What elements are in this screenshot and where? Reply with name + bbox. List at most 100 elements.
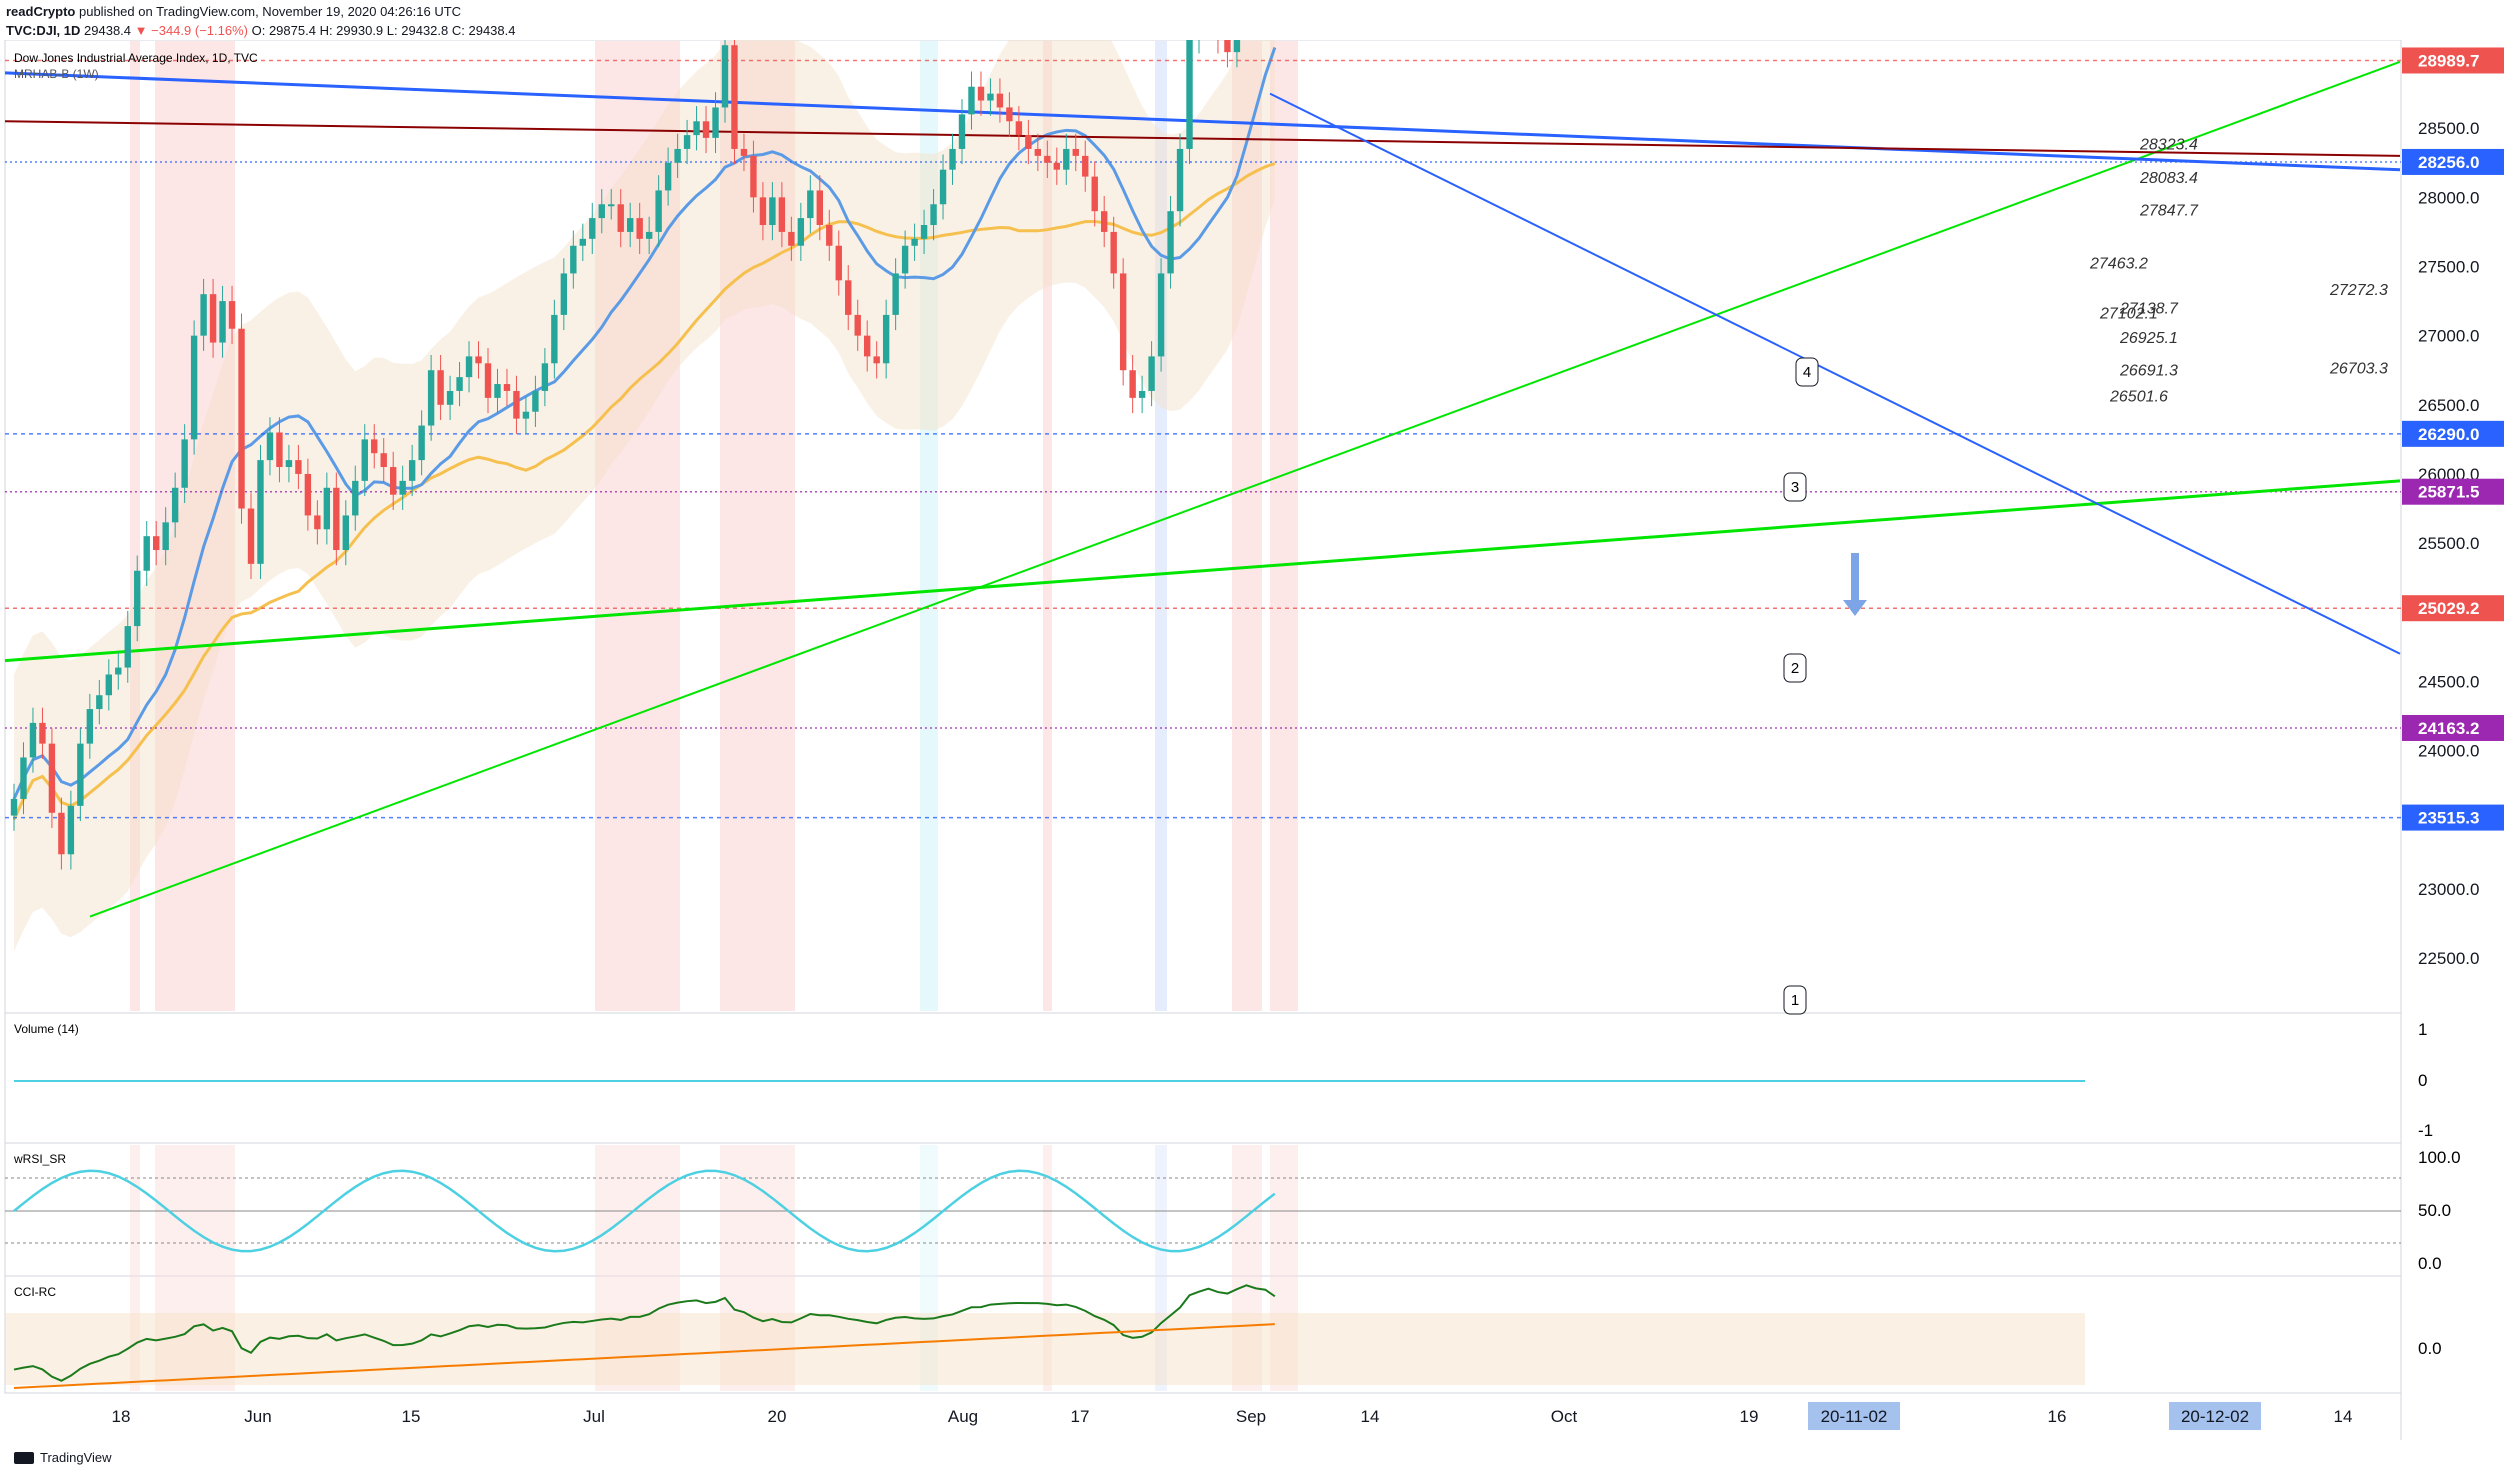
x-tick-14: 14 — [2334, 1407, 2353, 1426]
published-info: published on TradingView.com, November 1… — [78, 4, 462, 19]
time-axis[interactable]: 18 Jun 15 Jul 20 Aug 17 Sep 14 Oct 19 20-11-02 16 20-… — [112, 1402, 2353, 1430]
candle-body-72 — [693, 121, 700, 136]
candle-body-57 — [551, 314, 558, 364]
candle-body-27 — [266, 432, 274, 461]
tradingview-logo-icon — [14, 1451, 34, 1464]
candle-body-129 — [1233, 40, 1241, 53]
candle-body-66 — [636, 218, 643, 239]
cci-axis-0: 0.0 — [2418, 1339, 2442, 1358]
candle-body-22 — [219, 301, 226, 343]
cci-line — [13, 1284, 1276, 1382]
marker-label-0: 1 — [1791, 992, 1799, 1009]
bg-band-2 — [595, 41, 680, 1011]
trend-line-green-up — [89, 60, 2401, 918]
x-tick-1: Jun — [244, 1407, 271, 1426]
candle-body-98 — [939, 169, 947, 205]
price-tag-bg-3 — [2402, 420, 2504, 447]
candle-body-128 — [1224, 40, 1231, 53]
chart-canvas[interactable]: 29467.928323.428083.427847.727463.227272… — [0, 40, 2505, 1448]
level-annotation-11: 26501.6 — [2109, 389, 2168, 406]
candle-body-120 — [1148, 356, 1155, 391]
marker-box-1 — [1783, 653, 1807, 683]
candle-body-123 — [1176, 148, 1184, 212]
down-arrow-icon — [1843, 553, 1867, 616]
candle-body-38 — [371, 439, 378, 454]
x-tick-2: 15 — [402, 1407, 421, 1426]
candle-body-13 — [134, 570, 141, 627]
marker-box-2 — [1783, 472, 1807, 502]
footer-brand[interactable]: TradingView — [40, 1450, 112, 1465]
candle-body-101 — [968, 86, 975, 115]
candle-body-124 — [1186, 40, 1193, 149]
candle-body-100 — [958, 114, 966, 149]
bg-band-sub-5 — [1043, 1145, 1052, 1391]
candle-body-19 — [190, 335, 198, 440]
cci-band — [5, 1313, 2085, 1385]
candle-body-26 — [257, 460, 264, 564]
candle-body-56 — [541, 363, 549, 391]
candle-body-108 — [1034, 148, 1042, 156]
horizontal-levels — [5, 59, 2401, 819]
ohlc-close: C: 29438.4 — [451, 23, 516, 38]
volume-axis-1: 0 — [2418, 1071, 2427, 1090]
level-annotation-9: 26691.3 — [2119, 362, 2178, 379]
level-annotation-3: 27847.7 — [2139, 202, 2199, 219]
trend-lines — [4, 60, 2401, 918]
symbol-label[interactable]: TVC:DJI, 1D — [6, 23, 81, 38]
candle-body-85 — [816, 190, 823, 226]
candle-body-105 — [1006, 107, 1013, 122]
candle-body-60 — [579, 238, 586, 246]
candle-body-116 — [1110, 231, 1117, 274]
candle-body-15 — [153, 536, 160, 551]
volume-pane-title: Volume (14) — [14, 1022, 79, 1036]
candle-body-34 — [333, 487, 340, 551]
candle-body-88 — [845, 280, 852, 315]
candle-body-12 — [124, 626, 131, 668]
candle-body-107 — [1025, 135, 1032, 149]
volume-pane[interactable] — [4, 1012, 2402, 1144]
candle-body-122 — [1167, 211, 1174, 274]
volume-axis-0: 1 — [2418, 1020, 2427, 1039]
wrsi-pane-title: wRSI_SR — [13, 1152, 66, 1166]
candle-body-63 — [608, 204, 615, 207]
y-tick-4: 24500.0 — [2418, 672, 2479, 691]
candle-body-104 — [996, 93, 1004, 108]
x-tick-12: 16 — [2048, 1407, 2067, 1426]
marker-label-1: 2 — [1791, 660, 1799, 677]
y-tick-12: 28500.0 — [2418, 119, 2479, 138]
numbered-markers: 1 2 3 4 — [1783, 357, 1867, 1015]
cci-signal-line — [13, 1323, 1275, 1389]
ichimoku-cloud — [12, 40, 1277, 952]
y-tick-11: 28000.0 — [2418, 188, 2479, 207]
candle-body-35 — [342, 515, 349, 551]
candle-body-87 — [835, 245, 842, 281]
candle-body-64 — [617, 204, 624, 232]
candle-body-59 — [570, 245, 577, 274]
candle-body-117 — [1119, 273, 1127, 371]
x-tick-4: 20 — [768, 1407, 787, 1426]
publisher-name[interactable]: readCrypto — [6, 4, 76, 19]
candle-body-106 — [1015, 121, 1023, 136]
bg-band-7 — [1232, 41, 1262, 1011]
chart-header: readCrypto published on TradingView.com,… — [6, 2, 515, 42]
x-tick-5: Aug — [948, 1407, 978, 1426]
candle-body-75 — [721, 45, 729, 108]
candlestick-series — [10, 40, 1241, 870]
candle-body-95 — [911, 238, 918, 246]
x-tick-10: 19 — [1740, 1407, 1759, 1426]
candle-body-92 — [882, 314, 890, 364]
candle-body-37 — [361, 439, 368, 481]
candle-body-10 — [105, 674, 112, 696]
wrsi-pane[interactable] — [4, 1142, 2402, 1277]
legend-study: MRHAB-B (1W) — [14, 67, 99, 81]
candle-body-49 — [475, 356, 482, 364]
price-tag-bg-1 — [2402, 47, 2504, 74]
marker-label-3: 4 — [1803, 364, 1811, 381]
candle-body-17 — [171, 487, 179, 523]
price-tag-bg-6 — [2402, 714, 2504, 741]
level-annotation-7: 27102.1 — [2099, 306, 2158, 323]
candle-body-41 — [399, 480, 406, 495]
candle-body-45 — [437, 370, 444, 405]
level-annotation-8: 26925.1 — [2119, 330, 2178, 347]
wrsi-axis-0: 100.0 — [2418, 1148, 2461, 1167]
